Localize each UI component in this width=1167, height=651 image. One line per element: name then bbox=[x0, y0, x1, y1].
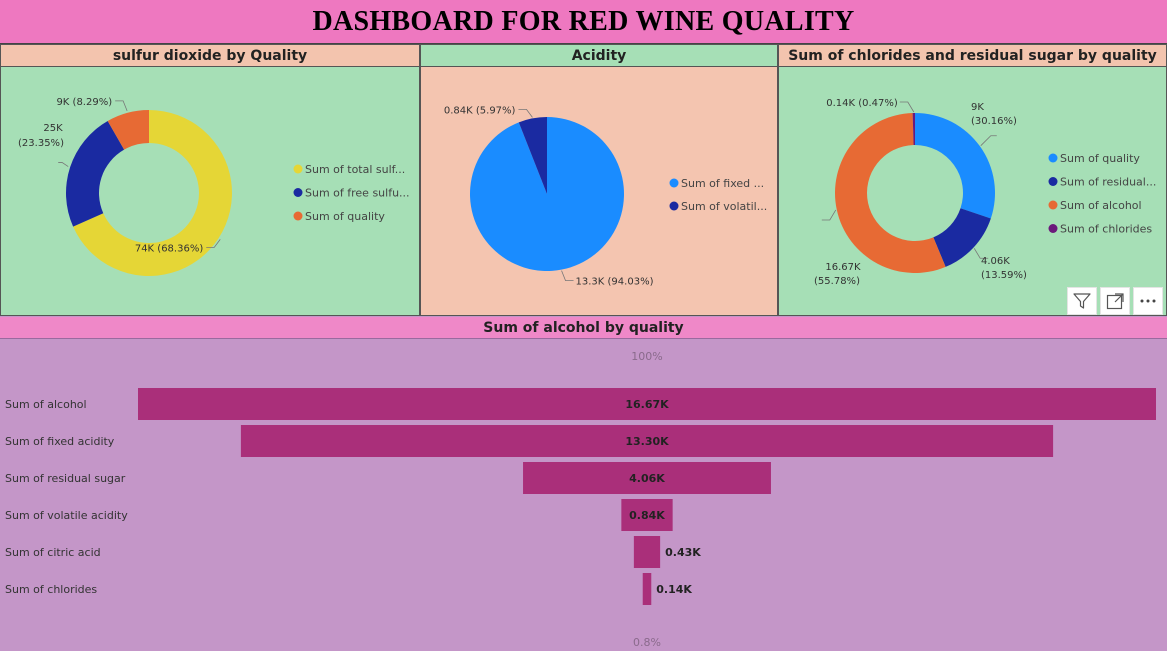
more-options-button[interactable] bbox=[1133, 287, 1163, 315]
chlorides-data-label-1a: 4.06K bbox=[981, 256, 1010, 267]
chlorides-leader-2 bbox=[821, 209, 837, 221]
acidity-panel[interactable]: Acidity 13.3K (94.03%) 0.84K (5.97%) Sum o… bbox=[420, 44, 778, 316]
chlorides-data-label-2a: 16.67K bbox=[825, 262, 861, 273]
sulfur-legend-marker-2 bbox=[293, 211, 303, 221]
funnel-category-label-0: Sum of alcohol bbox=[5, 398, 87, 411]
chlorides-data-label-0a: 9K bbox=[971, 102, 984, 113]
sulfur-legend-label-2: Sum of quality bbox=[305, 210, 385, 223]
sulfur-dioxide-panel-title: sulfur dioxide by Quality bbox=[1, 45, 419, 67]
funnel-value-label-1: 13.30K bbox=[625, 435, 669, 448]
sulfur-dioxide-panel[interactable]: sulfur dioxide by Quality 74K (68.36%) 25… bbox=[0, 44, 420, 316]
alcohol-funnel-chart[interactable]: 100% 0.8% Sum of alcohol 16.67K Sum of fixed… bbox=[0, 316, 1167, 651]
alcohol-funnel-panel-title: Sum of alcohol by quality bbox=[0, 317, 1167, 339]
chlorides-leader-0 bbox=[980, 135, 997, 147]
chlorides-sugar-donut-chart[interactable]: 9K (30.16%) 4.06K (13.59%) 16.67K (55.78%) 0.1… bbox=[779, 45, 1167, 316]
more-options-icon bbox=[1140, 299, 1156, 303]
sulfur-legend-marker-1 bbox=[293, 188, 303, 197]
funnel-category-label-4: Sum of citric acid bbox=[5, 546, 101, 559]
sulfur-dioxide-donut-chart[interactable]: 74K (68.36%) 25K (23.35%) 9K (8.29%) Sum of … bbox=[1, 45, 420, 316]
funnel-bar-4 bbox=[633, 536, 661, 568]
sulfur-data-label-2: 9K (8.29%) bbox=[56, 97, 112, 108]
funnel-value-label-5: 0.14K bbox=[656, 583, 692, 596]
acidity-data-label-1: 0.84K (5.97%) bbox=[444, 105, 516, 116]
acidity-legend-marker-0 bbox=[669, 178, 679, 188]
funnel-top-percent: 100% bbox=[631, 350, 662, 363]
funnel-bar-3 bbox=[621, 499, 673, 531]
chlorides-leader-1 bbox=[973, 248, 989, 259]
chlorides-data-label-2b: (55.78%) bbox=[814, 276, 860, 287]
acidity-legend-label-1: Sum of volatil... bbox=[681, 200, 767, 213]
chlorides-sugar-panel-title: Sum of chlorides and residual sugar by q… bbox=[779, 45, 1166, 67]
funnel-value-label-3: 0.84K bbox=[629, 509, 665, 522]
funnel-bar-2 bbox=[523, 462, 771, 494]
chlorides-legend-marker-1 bbox=[1048, 177, 1058, 186]
focus-mode-icon bbox=[1106, 293, 1124, 310]
acidity-slice-0 bbox=[469, 117, 624, 271]
sulfur-slice-0 bbox=[73, 110, 233, 276]
filter-button[interactable] bbox=[1067, 287, 1097, 315]
funnel-bottom-percent: 0.8% bbox=[633, 636, 661, 649]
chlorides-legend-label-0: Sum of quality bbox=[1060, 152, 1140, 165]
dashboard-title-bar: DASHBOARD FOR RED WINE QUALITY bbox=[0, 0, 1167, 44]
funnel-category-label-5: Sum of chlorides bbox=[5, 583, 97, 596]
visual-toolbar bbox=[1067, 287, 1165, 315]
chlorides-slice-3 bbox=[912, 113, 915, 146]
acidity-data-label-0: 13.3K (94.03%) bbox=[576, 277, 654, 288]
sulfur-leader-1 bbox=[58, 162, 69, 167]
chlorides-slice-0 bbox=[915, 113, 995, 219]
funnel-bar-1 bbox=[240, 425, 1054, 457]
acidity-legend-marker-1 bbox=[669, 201, 679, 211]
funnel-category-label-3: Sum of volatile acidity bbox=[5, 509, 128, 522]
acidity-panel-title: Acidity bbox=[421, 45, 777, 67]
sulfur-data-label-1a: 25K bbox=[43, 123, 63, 134]
sulfur-leader-2 bbox=[115, 100, 128, 112]
chlorides-legend-label-1: Sum of residual... bbox=[1060, 176, 1156, 189]
funnel-bar-5 bbox=[642, 573, 652, 605]
chlorides-data-label-1b: (13.59%) bbox=[981, 270, 1027, 281]
acidity-leader-1 bbox=[518, 108, 533, 118]
funnel-bar-0 bbox=[138, 388, 1156, 420]
filter-icon bbox=[1073, 293, 1091, 309]
chlorides-slice-1 bbox=[933, 208, 991, 267]
sulfur-slice-1 bbox=[66, 121, 125, 227]
sulfur-data-label-0: 74K (68.36%) bbox=[135, 243, 203, 254]
funnel-category-label-2: Sum of residual sugar bbox=[5, 472, 126, 485]
sulfur-data-label-1b: (23.35%) bbox=[18, 138, 64, 149]
chlorides-data-label-3: 0.14K (0.47%) bbox=[826, 98, 898, 109]
funnel-category-label-1: Sum of fixed acidity bbox=[5, 435, 115, 448]
chlorides-slice-2 bbox=[835, 113, 946, 273]
acidity-slice-1 bbox=[518, 117, 547, 194]
acidity-legend-label-0: Sum of fixed ... bbox=[681, 177, 764, 190]
chlorides-legend-marker-3 bbox=[1048, 224, 1058, 233]
funnel-value-label-2: 4.06K bbox=[629, 472, 665, 485]
chlorides-legend-label-2: Sum of alcohol bbox=[1060, 199, 1142, 212]
funnel-value-label-4: 0.43K bbox=[665, 546, 701, 559]
sulfur-legend-label-0: Sum of total sulf... bbox=[305, 163, 405, 176]
acidity-pie-chart[interactable]: 13.3K (94.03%) 0.84K (5.97%) Sum of fixed … bbox=[421, 45, 778, 316]
focus-mode-button[interactable] bbox=[1100, 287, 1130, 315]
chlorides-legend-marker-2 bbox=[1048, 200, 1058, 210]
chlorides-leader-3 bbox=[899, 101, 915, 113]
funnel-value-label-0: 16.67K bbox=[625, 398, 669, 411]
acidity-leader-0 bbox=[561, 270, 574, 282]
sulfur-slice-2 bbox=[107, 110, 149, 150]
sulfur-leader-0 bbox=[206, 239, 221, 248]
chlorides-data-label-0b: (30.16%) bbox=[971, 116, 1017, 127]
dashboard-title: DASHBOARD FOR RED WINE QUALITY bbox=[312, 5, 855, 37]
chlorides-sugar-panel[interactable]: Sum of chlorides and residual sugar by q… bbox=[778, 44, 1167, 316]
alcohol-funnel-panel[interactable]: Sum of alcohol by quality 100% 0.8% Sum of… bbox=[0, 316, 1167, 651]
chlorides-legend-marker-0 bbox=[1048, 153, 1058, 163]
chlorides-legend-label-3: Sum of chlorides bbox=[1060, 223, 1152, 236]
sulfur-legend-label-1: Sum of free sulfu... bbox=[305, 187, 410, 200]
sulfur-legend-marker-0 bbox=[293, 164, 303, 174]
